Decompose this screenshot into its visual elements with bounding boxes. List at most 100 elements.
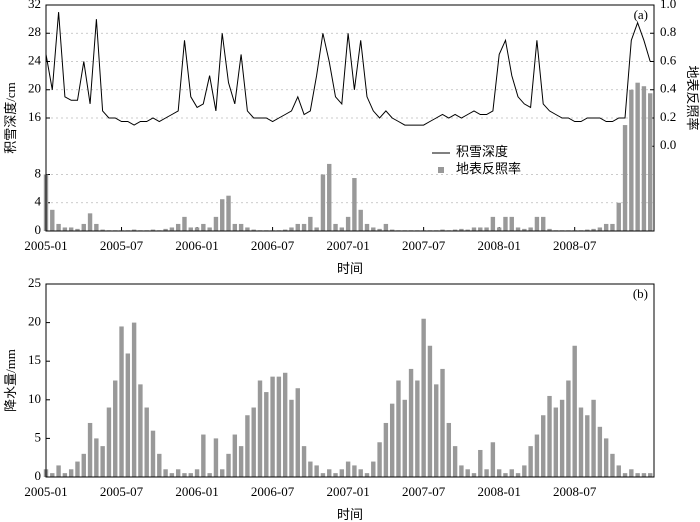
x-tick-label: 2008-01: [477, 484, 520, 499]
bar: [622, 125, 628, 231]
y-tick-label: 25: [28, 275, 41, 290]
bar: [220, 469, 225, 477]
bar: [648, 473, 653, 477]
bar: [213, 216, 219, 231]
bar: [87, 213, 93, 231]
bar: [213, 438, 219, 477]
y-tick-label: 20: [28, 81, 41, 96]
plot-frame: [45, 283, 655, 478]
bar: [251, 229, 256, 231]
y-tick-label: 8: [35, 165, 42, 180]
bar: [534, 216, 540, 231]
x-tick-label: 2008-07: [553, 238, 597, 253]
y-tick-label: 20: [28, 314, 41, 329]
bar: [352, 178, 357, 231]
y-tick-label: 15: [28, 352, 41, 367]
bar: [169, 227, 175, 231]
bar: [635, 473, 640, 477]
bar: [622, 473, 628, 477]
y-tick-label: 0: [35, 222, 42, 237]
bar: [251, 407, 256, 477]
bar: [484, 469, 489, 477]
plot-frame: [45, 4, 655, 232]
bar: [389, 229, 395, 231]
bar: [201, 223, 206, 231]
y-tick-label: 28: [28, 24, 41, 39]
bar: [50, 473, 55, 477]
bar: [62, 227, 68, 231]
line: [45, 12, 651, 126]
bar: [94, 223, 99, 231]
bar: [169, 473, 175, 477]
bar: [402, 399, 407, 477]
bar: [301, 446, 307, 477]
bar: [635, 82, 640, 231]
bar: [496, 227, 502, 231]
y-tick-label: 24: [28, 52, 42, 67]
bar: [452, 446, 458, 477]
bar: [94, 438, 99, 477]
bar: [490, 442, 496, 477]
bar: [289, 399, 294, 477]
bar: [125, 353, 131, 477]
bar: [503, 473, 508, 477]
bar: [509, 216, 514, 231]
y-tick-label: 32: [28, 0, 41, 11]
bar: [459, 465, 464, 477]
bar: [515, 227, 521, 231]
bar: [597, 426, 603, 477]
bar: [603, 438, 609, 477]
bar: [616, 465, 621, 477]
bar: [339, 469, 345, 477]
bar: [478, 227, 483, 231]
bar: [75, 228, 80, 231]
bar: [396, 380, 401, 477]
bar: [264, 392, 269, 477]
x-tick-label: 2006-01: [175, 238, 218, 253]
bar: [572, 345, 577, 477]
bar: [465, 229, 470, 231]
bar: [465, 469, 470, 477]
legend-swatch: [438, 167, 444, 173]
bar: [383, 422, 389, 477]
y-tick-label: 5: [35, 429, 42, 444]
bar: [131, 322, 137, 477]
bar: [339, 227, 345, 231]
bar: [515, 473, 521, 477]
bar: [503, 216, 508, 231]
bar: [276, 376, 282, 477]
bar: [528, 446, 533, 477]
bar: [157, 453, 162, 477]
bar: [226, 453, 231, 477]
bar: [585, 415, 590, 477]
y2-tick-label: 0.0: [660, 137, 676, 152]
panel-annotation: (a): [634, 7, 648, 22]
bar: [553, 407, 559, 477]
y-tick-label: 16: [28, 109, 42, 124]
bar: [459, 228, 464, 231]
bar: [144, 407, 149, 477]
bar: [68, 469, 74, 477]
bar: [245, 415, 250, 477]
bar: [301, 223, 307, 231]
bar: [547, 228, 552, 231]
bar: [232, 223, 238, 231]
bar: [371, 227, 376, 231]
y-axis-label: 降水量/mm: [3, 349, 18, 412]
x-tick-label: 2006-07: [251, 238, 295, 253]
bar: [238, 223, 244, 231]
bar: [62, 473, 68, 477]
bar: [188, 473, 193, 477]
bar: [220, 199, 225, 231]
bar: [106, 407, 112, 477]
bar: [201, 434, 206, 477]
bar: [578, 407, 584, 477]
x-tick-label: 2008-01: [477, 238, 520, 253]
bar: [333, 223, 338, 231]
bar: [232, 434, 238, 477]
x-tick-label: 2007-01: [326, 484, 369, 499]
bar: [245, 227, 250, 231]
bar: [194, 227, 200, 231]
bar: [50, 209, 55, 231]
y-tick-label: 4: [35, 194, 42, 209]
